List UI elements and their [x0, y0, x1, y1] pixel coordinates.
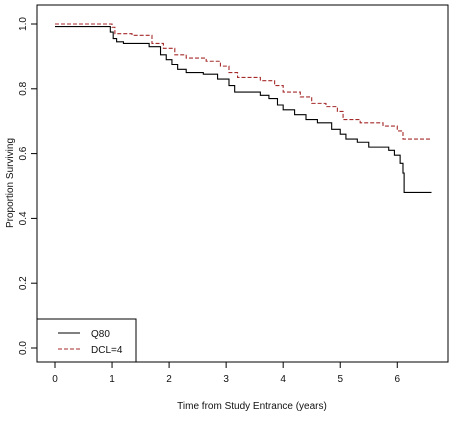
y-axis-title: Proportion Surviving [5, 138, 16, 228]
y-tick-label: 0.0 [18, 341, 29, 355]
x-tick-label: 5 [337, 374, 343, 385]
legend-box [36, 318, 137, 363]
x-tick-label: 2 [166, 374, 172, 385]
y-tick-label: 0.8 [18, 81, 29, 95]
legend-label-q80: Q80 [91, 329, 110, 340]
x-tick-label: 1 [109, 374, 115, 385]
series-line-dcl4 [55, 23, 432, 140]
x-tick-label: 6 [394, 374, 400, 385]
x-axis-title: Time from Study Entrance (years) [177, 401, 327, 412]
y-tick-label: 0.4 [18, 211, 29, 225]
series-line-q80 [55, 26, 432, 194]
x-tick-label: 4 [280, 374, 286, 385]
x-axis: 0 1 2 3 4 5 6 [52, 361, 400, 385]
y-axis: 0.0 0.2 0.4 0.6 0.8 1.0 [18, 17, 38, 355]
x-tick-label: 0 [52, 374, 58, 385]
legend: Q80 DCL=4 [36, 318, 137, 363]
x-tick-label: 3 [223, 374, 229, 385]
plot-box [36, 4, 449, 363]
y-tick-label: 0.2 [18, 276, 29, 290]
y-tick-label: 1.0 [18, 17, 29, 31]
legend-label-dcl4: DCL=4 [91, 345, 123, 356]
series-layer [55, 23, 432, 194]
y-tick-label: 0.6 [18, 146, 29, 160]
